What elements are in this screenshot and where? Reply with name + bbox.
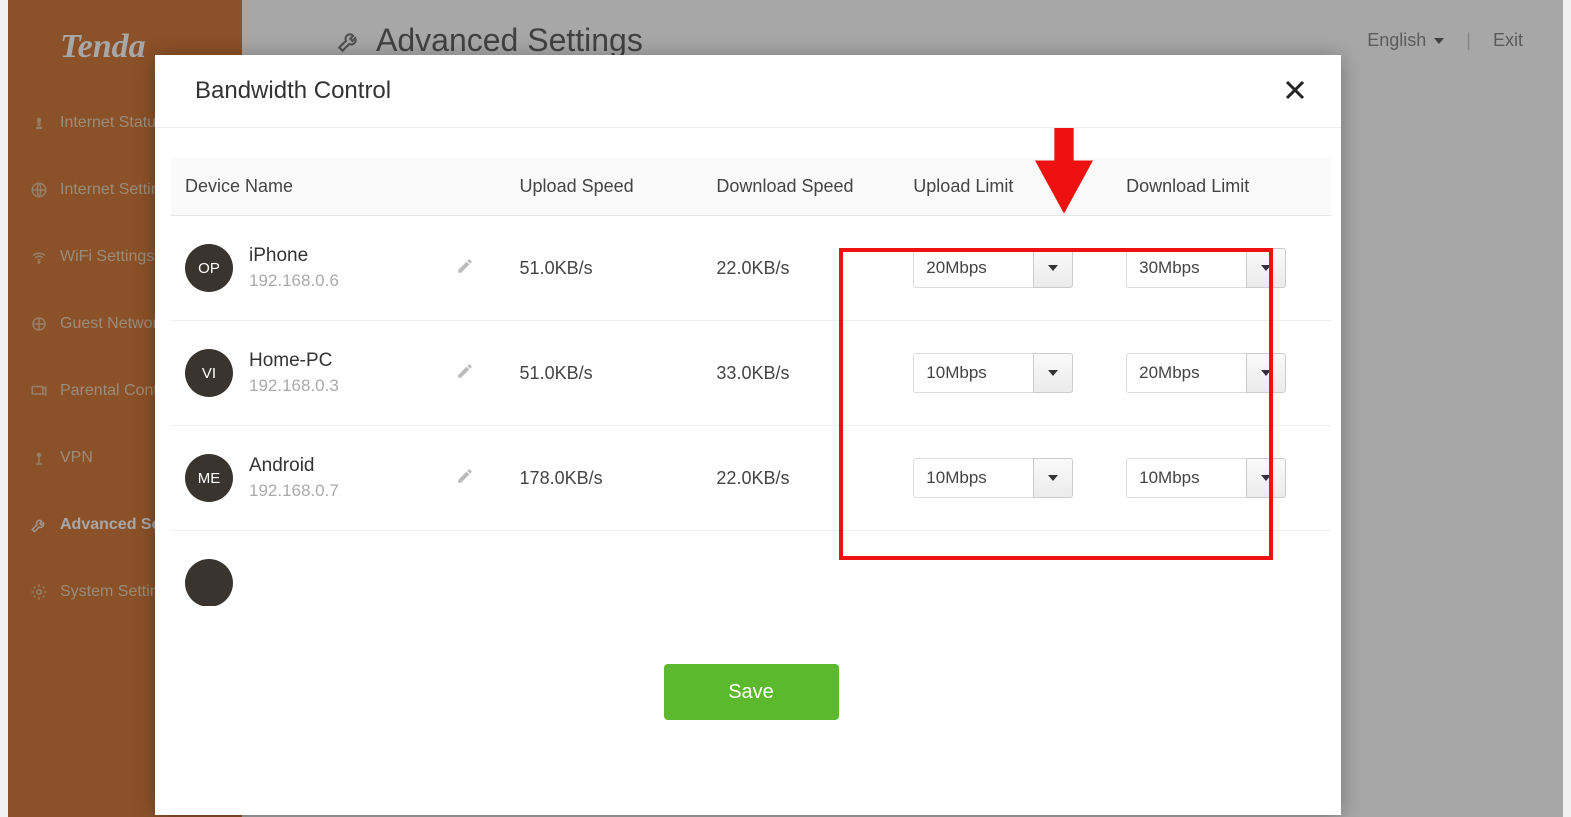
device-avatar: OP	[185, 244, 233, 292]
device-avatar: ME	[185, 454, 233, 502]
download-limit-dropdown-button[interactable]	[1246, 353, 1286, 393]
col-upload-speed: Upload Speed	[512, 158, 709, 216]
upload-limit-dropdown-button[interactable]	[1033, 458, 1073, 498]
download-limit-select[interactable]: 20Mbps	[1126, 353, 1286, 393]
edit-device-button[interactable]	[456, 362, 474, 385]
close-icon	[1285, 80, 1305, 100]
chevron-down-icon	[1261, 475, 1271, 481]
device-row: VI Home-PC 192.168.0.3 51.0KB/s33.0KB/s10Mb…	[171, 321, 1331, 426]
pencil-icon	[456, 257, 474, 275]
upload-limit-select[interactable]: 10Mbps	[913, 458, 1073, 498]
col-download-speed: Download Speed	[708, 158, 905, 216]
chevron-down-icon	[1048, 265, 1058, 271]
download-limit-value: 20Mbps	[1126, 353, 1246, 393]
device-name: Home-PC	[249, 350, 339, 372]
upload-limit-dropdown-button[interactable]	[1033, 248, 1073, 288]
upload-speed: 51.0KB/s	[512, 321, 709, 426]
upload-limit-dropdown-button[interactable]	[1033, 353, 1073, 393]
download-limit-dropdown-button[interactable]	[1246, 248, 1286, 288]
download-speed: 22.0KB/s	[708, 216, 905, 321]
upload-speed: 178.0KB/s	[512, 426, 709, 531]
col-device-name: Device Name	[171, 158, 512, 216]
download-limit-select[interactable]: 30Mbps	[1126, 248, 1286, 288]
close-button[interactable]	[1285, 78, 1305, 104]
col-upload-limit: Upload Limit	[905, 158, 1118, 216]
upload-limit-select[interactable]: 20Mbps	[913, 248, 1073, 288]
edit-device-button[interactable]	[456, 257, 474, 280]
download-speed: 22.0KB/s	[708, 426, 905, 531]
download-limit-dropdown-button[interactable]	[1246, 458, 1286, 498]
modal-title: Bandwidth Control	[195, 77, 391, 105]
chevron-down-icon	[1261, 370, 1271, 376]
upload-limit-value: 20Mbps	[913, 248, 1033, 288]
pencil-icon	[456, 467, 474, 485]
device-row	[171, 531, 1331, 607]
chevron-down-icon	[1048, 475, 1058, 481]
upload-limit-value: 10Mbps	[913, 458, 1033, 498]
device-avatar	[185, 559, 233, 606]
chevron-down-icon	[1048, 370, 1058, 376]
device-name: Android	[249, 455, 339, 477]
edit-device-button[interactable]	[456, 467, 474, 490]
download-limit-value: 10Mbps	[1126, 458, 1246, 498]
device-row: OP iPhone 192.168.0.6 51.0KB/s22.0KB/s20Mbp…	[171, 216, 1331, 321]
download-limit-select[interactable]: 10Mbps	[1126, 458, 1286, 498]
upload-limit-select[interactable]: 10Mbps	[913, 353, 1073, 393]
bandwidth-control-modal: Bandwidth Control Device Name Upload Spe…	[155, 55, 1341, 815]
download-speed: 33.0KB/s	[708, 321, 905, 426]
upload-speed: 51.0KB/s	[512, 216, 709, 321]
pencil-icon	[456, 362, 474, 380]
device-ip: 192.168.0.6	[249, 271, 339, 291]
upload-limit-value: 10Mbps	[913, 353, 1033, 393]
device-ip: 192.168.0.3	[249, 376, 339, 396]
device-row: MEAndroid192.168.0.7178.0KB/s22.0KB/s10M…	[171, 426, 1331, 531]
col-download-limit: Download Limit	[1118, 158, 1331, 216]
device-name: iPhone	[249, 245, 339, 267]
save-button[interactable]: Save	[664, 664, 839, 720]
device-ip: 192.168.0.7	[249, 481, 339, 501]
chevron-down-icon	[1261, 265, 1271, 271]
device-avatar: VI	[185, 349, 233, 397]
download-limit-value: 30Mbps	[1126, 248, 1246, 288]
